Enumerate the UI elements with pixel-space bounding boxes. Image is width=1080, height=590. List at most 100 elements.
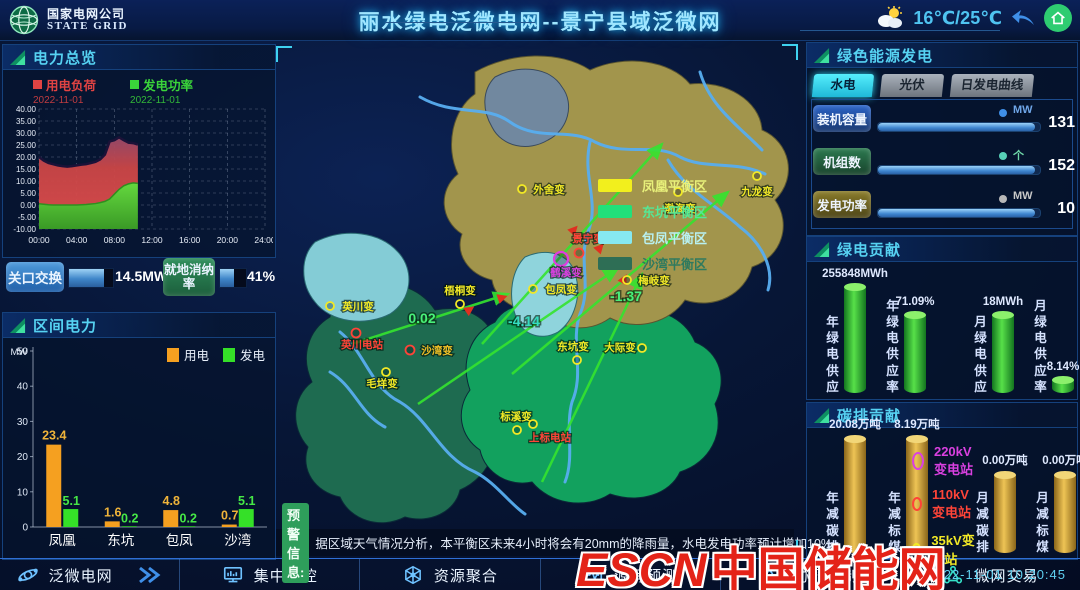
panel-title: 碳排贡献 [837,407,902,425]
nav-label: 微网交易 [974,567,1039,585]
substation-marker[interactable] [752,171,762,181]
nav-item-control[interactable]: 协调控制 [719,559,900,590]
svg-text:25.00: 25.00 [16,141,37,150]
substation-marker[interactable] [528,419,538,429]
substation-marker[interactable] [404,344,416,356]
substation-marker[interactable] [622,275,632,285]
legend-item[interactable]: 发电功率 2022-11-01 [130,79,194,106]
legend-item[interactable]: 用电 [166,345,209,364]
legend-circle [912,543,922,555]
metric-value: 10 [1057,200,1075,217]
substation-marker[interactable] [455,299,465,309]
interval-chart-legend[interactable]: 用电 发电 [166,345,265,364]
metric-chip: 发电功率 [813,191,871,218]
legend-swatch [222,347,235,362]
svg-text:20.00: 20.00 [16,153,37,162]
substation-label: 梧桐变 [444,284,476,297]
svg-text:10: 10 [17,487,29,498]
cylinder-bar [904,315,926,393]
svg-text:10.00: 10.00 [16,177,37,186]
monitor-icon [223,567,242,583]
nav-item-microgrid[interactable]: 泛微电网 [0,559,179,590]
nav-item-forecast[interactable]: 源荷预测 [539,559,720,590]
home-icon [1051,11,1065,25]
power-overview-chart: -10.00 -5.00 0.00 5.00 10.00 15.00 20.00 25.00 3… [13,105,273,245]
flow-value: 0.02 [408,310,435,326]
bar-label: 月绿电供应率 [1034,298,1047,394]
substation-marker[interactable] [673,187,683,197]
substation-marker[interactable] [528,284,538,294]
metric-value: 152 [1048,157,1075,174]
svg-text:12:00: 12:00 [141,235,163,245]
substation-label: 梅岐变 [638,274,670,287]
top-header: 国家电网公司 STATE GRID 丽水绿电泛微电网--景宁县域泛微网 16℃/… [0,0,1080,41]
tab-daily-curve[interactable]: 日发电曲线 [949,74,1035,97]
svg-text:40: 40 [17,382,29,393]
substation-label: 英川电站 [340,338,383,351]
substation-marker[interactable] [325,301,335,311]
substation-marker[interactable] [350,327,362,339]
nav-item-trading[interactable]: 微网交易 [899,559,1080,590]
panel-title: 区间电力 [33,317,98,335]
substation-marker[interactable] [381,367,391,377]
svg-text:00:00: 00:00 [28,235,50,245]
svg-text:30.00: 30.00 [16,129,37,138]
overview-chart-legend[interactable]: 用电负荷 2022-11-01 发电功率 2022-11-01 [33,75,193,106]
waveform-icon [584,567,603,583]
substation-marker[interactable] [573,247,585,259]
interval-power-header: 区间电力 [3,313,275,338]
power-overview-header: 电力总览 [3,45,275,70]
substation-marker[interactable] [572,355,582,365]
metric-slider[interactable] [877,208,1041,218]
local-consumption-button[interactable]: 就地消纳率 [163,258,215,296]
bar-label: 月减碳排 [976,491,989,554]
watermark-cn: 中国储能网 [710,543,946,590]
substation-marker[interactable] [552,250,570,268]
carbon-contribution-header: 碳排贡献 [807,403,1077,428]
metric-slider[interactable] [877,122,1041,132]
gateway-exchange-button[interactable]: 关口交换 [6,262,64,292]
svg-text:20: 20 [17,452,29,463]
legend-swatch [598,205,632,218]
svg-text:5.00: 5.00 [20,189,36,198]
bar-value: 255848MWh [822,268,888,280]
legend-swatch [130,80,140,89]
metric-slider[interactable] [877,165,1041,175]
svg-text:23.4: 23.4 [42,429,66,443]
substation-label: 东坑变 [557,340,589,353]
balance-legend-item: 包凤平衡区 [598,228,707,247]
nav-item-resources[interactable]: 资源聚合 [359,559,539,590]
alert-label: 预警信息: [282,502,310,583]
cylinder-top [904,311,926,319]
substation-marker[interactable] [637,343,647,353]
back-arrow-button[interactable] [1010,7,1036,29]
substation-marker[interactable] [512,425,522,435]
legend-item[interactable]: 用电负荷 2022-11-01 [33,79,97,106]
green-energy-header: 绿色能源发电 [807,43,1077,68]
legend-item[interactable]: 发电 [222,345,265,364]
tab-hydro[interactable]: 水电 [811,74,875,97]
region-dongkeng [460,295,722,504]
svg-text:40.00: 40.00 [16,105,37,114]
cylinder-top [844,435,866,443]
station-legend-item: 220kV变电站 [912,444,978,478]
substation-marker[interactable] [517,184,527,194]
page-title: 丽水绿电泛微电网--景宁县域泛微网 [358,11,722,34]
nav-label: 源荷预测 [614,567,679,585]
tab-solar[interactable]: 光伏 [879,74,945,97]
nav-label: 资源聚合 [433,567,498,585]
bar-value: 8.14% [1046,361,1080,373]
legend-swatch [598,179,632,192]
svg-text:35.00: 35.00 [16,117,37,126]
nav-item-monitoring[interactable]: 集中监控 [179,559,359,590]
slider-fill [878,209,1036,217]
gateway-exchange-bar [68,268,114,288]
bar-value: 0.00万吨 [982,455,1028,467]
watermark-en: ESCN [576,543,707,590]
local-consumption-bar [219,268,247,288]
home-button[interactable] [1044,4,1072,32]
circuit-nodes-icon [763,567,783,583]
panel-corner-icon [813,47,830,63]
company-name-cn: 国家电网公司 [47,6,126,21]
